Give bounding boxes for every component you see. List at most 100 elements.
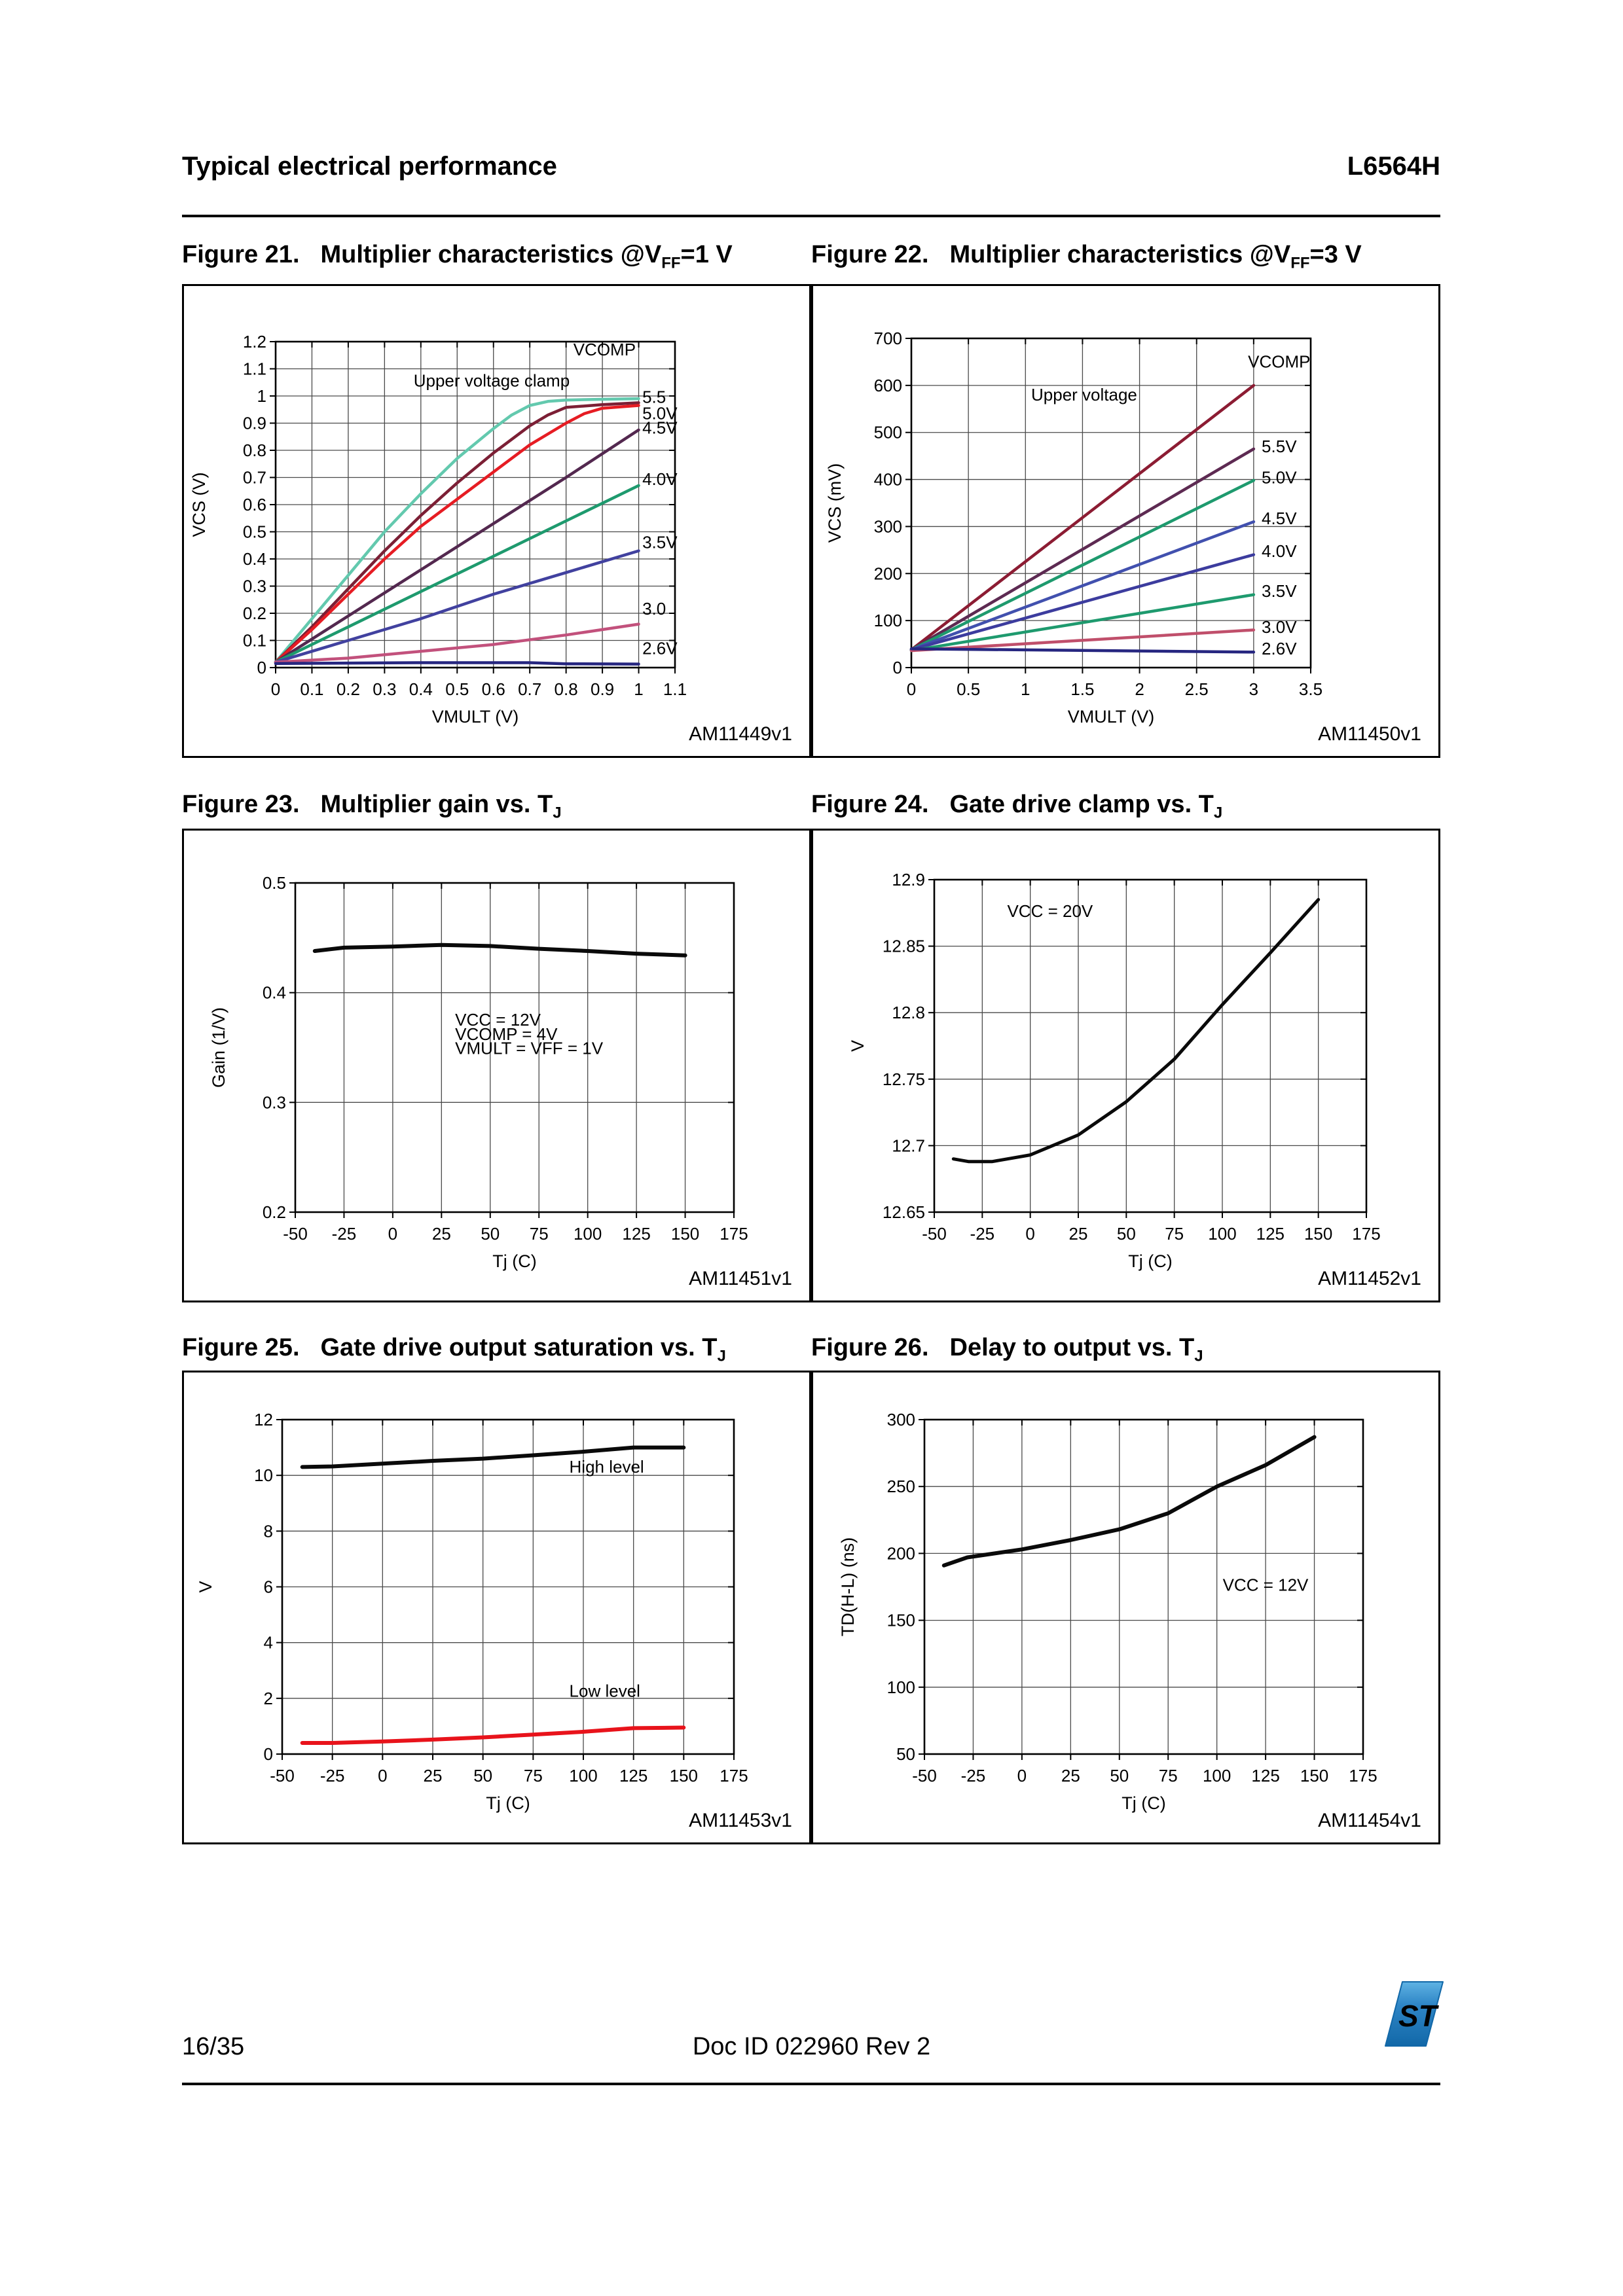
svg-text:AM11454v1: AM11454v1 [1318,1810,1421,1831]
figure-26-frame: -50 -25 0 25 50 75 100 125 150 175 50 100 150 200 250 3… [811,1371,1440,1844]
footer-page-number: 16/35 [182,2033,245,2060]
svg-text:3: 3 [1249,679,1258,699]
svg-text:Low level: Low level [570,1681,640,1701]
svg-text:5.0V: 5.0V [1262,467,1297,487]
svg-text:4.5V: 4.5V [1262,509,1297,528]
svg-text:2.5: 2.5 [1185,679,1209,699]
figure-22-frame: 0 0.5 1 1.5 2 2.5 3 3.5 0 100 200 300 400 500 600 700 VM… [811,284,1440,758]
svg-text:2.6V: 2.6V [642,638,678,658]
svg-text:0.2: 0.2 [243,603,266,623]
svg-text:VCOMP: VCOMP [1248,352,1310,372]
svg-text:0.8: 0.8 [243,440,266,460]
footer-rule [182,2083,1440,2085]
svg-text:50: 50 [896,1744,915,1764]
svg-text:75: 75 [524,1766,543,1785]
svg-text:-25: -25 [320,1766,345,1785]
svg-text:1: 1 [1021,679,1030,699]
figure-24-title: Figure 24. Gate drive clamp vs. TJ [811,791,1223,822]
st-logo: ST [1383,1978,1446,2053]
svg-text:-50: -50 [922,1224,947,1244]
svg-text:0.2: 0.2 [263,1202,286,1222]
svg-text:-50: -50 [283,1224,308,1244]
figure-24-frame: -50 -25 0 25 50 75 100 125 150 175 12.65 12.7 12.75 1… [811,829,1440,1302]
svg-text:0.2: 0.2 [337,679,360,699]
svg-text:-25: -25 [332,1224,357,1244]
svg-text:100: 100 [874,611,902,630]
svg-text:0: 0 [271,679,280,699]
svg-text:3.5: 3.5 [1299,679,1322,699]
svg-text:VMULT = VFF = 1V: VMULT = VFF = 1V [455,1039,604,1058]
svg-text:5.0V: 5.0V [642,403,678,423]
svg-text:100: 100 [1203,1766,1231,1785]
svg-text:0.5: 0.5 [445,679,469,699]
part-number: L6564H [1347,152,1440,181]
svg-text:VCS (mV): VCS (mV) [825,463,845,543]
svg-text:200: 200 [874,564,902,583]
svg-text:100: 100 [569,1766,597,1785]
svg-text:VMULT (V): VMULT (V) [432,707,519,726]
svg-text:VCOMP = 4V: VCOMP = 4V [455,1024,558,1044]
svg-text:0.9: 0.9 [243,414,266,433]
svg-text:400: 400 [874,470,902,490]
svg-text:1.1: 1.1 [663,679,687,699]
page-section-title: Typical electrical performance [182,152,557,181]
svg-text:0: 0 [907,679,916,699]
figure-24-chart: -50 -25 0 25 50 75 100 125 150 175 12.65 12.7 12.75 1… [848,870,1421,1289]
svg-text:3.5V: 3.5V [642,532,678,552]
svg-text:12.8: 12.8 [892,1003,925,1022]
svg-text:25: 25 [1069,1224,1088,1244]
svg-text:150: 150 [1304,1224,1332,1244]
svg-text:AM11450v1: AM11450v1 [1318,723,1421,745]
svg-text:300: 300 [874,516,902,536]
svg-text:0.1: 0.1 [243,631,266,651]
svg-text:12.85: 12.85 [883,937,925,956]
svg-text:0.5: 0.5 [957,679,980,699]
figure-21-frame: 0 0.1 0.2 0.3 0.4 0.5 0.6 0.7 0.8 0.9 1 1.1 0 0.1 0.2 0… [182,284,811,758]
svg-text:0.1: 0.1 [300,679,323,699]
svg-text:25: 25 [424,1766,443,1785]
svg-text:High level: High level [570,1457,644,1477]
svg-text:0: 0 [264,1744,273,1764]
figure-25-frame: -50 -25 0 25 50 75 100 125 150 175 0 2 4 6 8 10 12 Tj (C)… [182,1371,811,1844]
svg-text:125: 125 [619,1766,647,1785]
svg-text:0.5: 0.5 [263,873,286,893]
header-rule [182,215,1440,217]
svg-text:100: 100 [1208,1224,1236,1244]
svg-text:1.5: 1.5 [1070,679,1094,699]
svg-text:12.75: 12.75 [883,1069,925,1089]
svg-text:Tj (C): Tj (C) [1122,1793,1165,1813]
svg-text:-50: -50 [270,1766,295,1785]
svg-text:50: 50 [1117,1224,1136,1244]
svg-text:AM11453v1: AM11453v1 [689,1810,792,1831]
svg-text:Gain (1/V): Gain (1/V) [209,1007,228,1088]
svg-text:150: 150 [670,1766,698,1785]
svg-text:VCC = 12V: VCC = 12V [455,1010,541,1030]
figure-21-title: Figure 21. Multiplier characteristics @VF… [182,241,733,272]
svg-text:125: 125 [1251,1766,1279,1785]
svg-text:4: 4 [264,1633,273,1653]
svg-text:175: 175 [720,1224,748,1244]
figure-25-title: Figure 25. Gate drive output saturation v… [182,1334,726,1365]
svg-text:25: 25 [432,1224,451,1244]
svg-text:V: V [848,1040,867,1052]
svg-text:Upper voltage clamp: Upper voltage clamp [414,370,570,390]
svg-text:VCC = 12V: VCC = 12V [1223,1575,1309,1595]
svg-text:0: 0 [1017,1766,1027,1785]
svg-text:VCS (V): VCS (V) [189,472,209,537]
footer-doc-id: Doc ID 022960 Rev 2 [692,2033,931,2060]
svg-text:1.1: 1.1 [243,359,266,379]
svg-text:4.5V: 4.5V [642,418,678,437]
svg-text:0.6: 0.6 [243,495,266,514]
svg-text:150: 150 [1300,1766,1328,1785]
svg-text:50: 50 [473,1766,492,1785]
figure-26-title: Figure 26. Delay to output vs. TJ [811,1334,1203,1365]
svg-text:AM11449v1: AM11449v1 [689,723,792,745]
svg-text:AM11452v1: AM11452v1 [1318,1268,1421,1289]
figure-24-label: Figure 24. [811,791,929,818]
svg-text:500: 500 [874,423,902,442]
svg-text:150: 150 [671,1224,699,1244]
svg-text:1.2: 1.2 [243,332,266,351]
svg-text:ST: ST [1398,1999,1440,2033]
svg-text:0.3: 0.3 [263,1092,286,1112]
svg-text:V: V [196,1581,215,1592]
